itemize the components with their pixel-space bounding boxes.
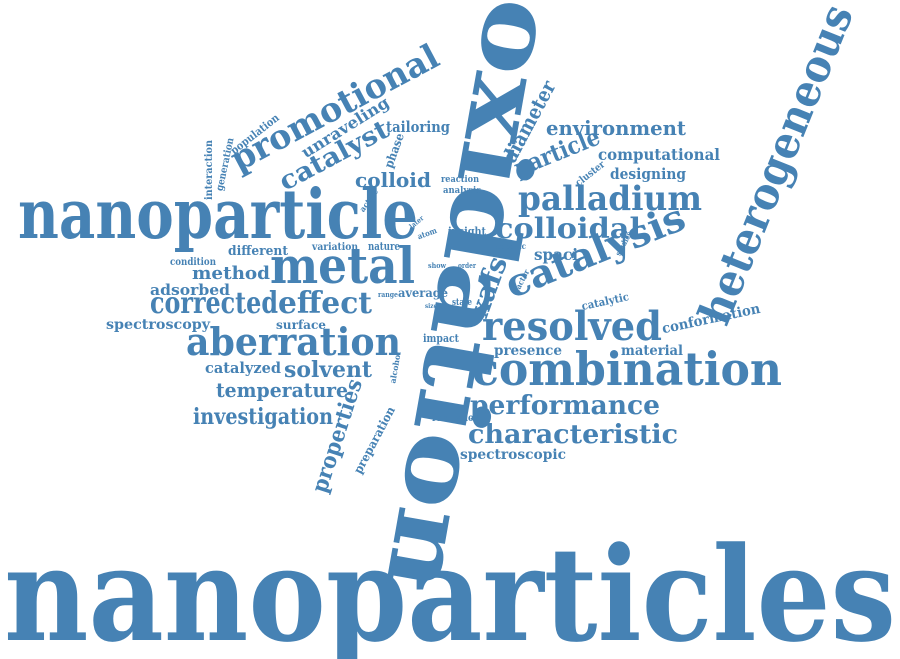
- word-solvent: solvent: [284, 357, 373, 383]
- word-order: order: [458, 261, 476, 270]
- word-nanoparticle: nanoparticle: [18, 175, 418, 255]
- word-combination: combination: [472, 342, 782, 396]
- word-characteristic: characteristic: [468, 420, 678, 450]
- word-insight: insight: [448, 225, 487, 238]
- word-adsorbed: adsorbed: [150, 281, 231, 299]
- word-state: state: [452, 298, 472, 308]
- word-corrected: corrected: [150, 286, 278, 321]
- word-surface: surface: [276, 318, 326, 332]
- word-range: range: [378, 290, 398, 299]
- word-computational: computational: [598, 145, 720, 164]
- word-average: average: [398, 286, 448, 300]
- word-aberration: aberration: [186, 319, 401, 364]
- word-interaction: interaction: [204, 139, 215, 200]
- word-size: size: [425, 303, 437, 310]
- word-effect: effect: [278, 286, 372, 321]
- word-palladium: palladium: [518, 179, 702, 219]
- word-different: different: [228, 244, 288, 259]
- word-environment: environment: [546, 116, 687, 140]
- word-presence: presence: [494, 343, 562, 359]
- word-spaci: spaci: [534, 245, 578, 264]
- word-specific: specific: [496, 241, 526, 251]
- word-nature: nature: [368, 240, 400, 253]
- word-spectroscopic: spectroscopic: [460, 447, 566, 463]
- word-show: show: [428, 261, 447, 270]
- word-designing: designing: [610, 165, 686, 183]
- word-analysis: analysis: [443, 186, 481, 196]
- word-material: material: [621, 343, 683, 359]
- word-resolved: resolved: [482, 303, 662, 350]
- word-method: method: [192, 263, 270, 284]
- word-reaction: reaction: [441, 175, 479, 185]
- word-metal: metal: [270, 236, 415, 295]
- word-tailoring: tailoring: [386, 118, 450, 136]
- word-nanoparticles: nanoparticles: [4, 518, 896, 659]
- word-spectroscopy: spectroscopy: [106, 317, 211, 333]
- word-heterogeneous: heterogeneous: [689, 0, 864, 332]
- word-condition: condition: [170, 257, 217, 268]
- word-colloidal: colloidal: [495, 212, 641, 245]
- word-impact: impact: [423, 332, 460, 345]
- word-performance: performance: [470, 391, 660, 421]
- word-temperature: temperature: [216, 378, 348, 402]
- word-formation: formation: [432, 413, 481, 424]
- word-investigation: investigation: [193, 404, 333, 430]
- word-colloid: colloid: [355, 168, 431, 192]
- word-variation: variation: [311, 242, 359, 253]
- word-catalyzed: catalyzed: [205, 359, 281, 377]
